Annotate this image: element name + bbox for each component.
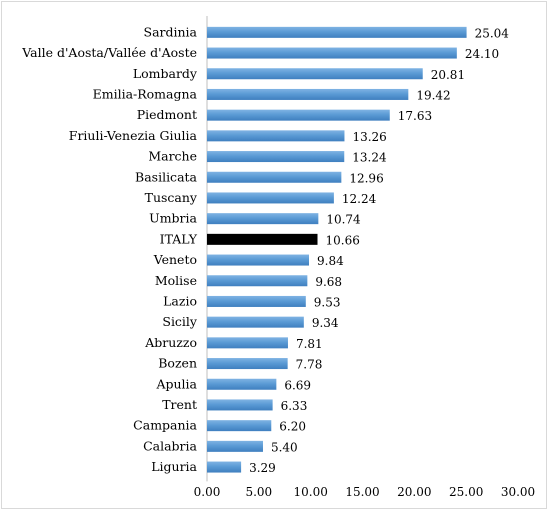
category-label: Molise: [155, 273, 197, 288]
value-label: 5.40: [271, 440, 298, 454]
category-label: Apulia: [155, 376, 197, 391]
bars: [207, 26, 467, 473]
bar: [207, 440, 263, 452]
value-label: 6.33: [281, 399, 308, 413]
bar: [207, 109, 390, 121]
value-label: 7.81: [296, 337, 323, 351]
category-label: Piedmont: [137, 107, 197, 122]
bar: [207, 151, 345, 163]
x-tick-label: 5.00: [245, 485, 272, 499]
x-tick-label: 15.00: [345, 485, 379, 499]
bar: [207, 316, 304, 328]
category-label: Calabria: [143, 438, 197, 453]
value-label: 9.34: [312, 316, 339, 330]
category-label: Lombardy: [133, 66, 198, 81]
bar: [207, 213, 319, 225]
value-label: 25.04: [475, 26, 510, 40]
bar: [207, 47, 457, 59]
bar: [207, 26, 467, 38]
x-tick-label: 10.00: [293, 485, 327, 499]
value-label: 7.78: [296, 358, 323, 372]
category-label: Umbria: [149, 211, 197, 226]
x-tick-label: 20.00: [397, 485, 431, 499]
bar: [207, 295, 306, 307]
value-label: 20.81: [431, 68, 465, 82]
bar: [207, 254, 310, 266]
value-label: 9.68: [315, 275, 342, 289]
x-tick-label: 25.00: [449, 485, 483, 499]
bar: [207, 378, 277, 390]
value-label: 13.26: [352, 130, 386, 144]
category-label: Veneto: [153, 252, 197, 267]
category-label: Tuscany: [145, 190, 198, 205]
value-label: 10.66: [326, 233, 360, 247]
bar-highlight: [207, 233, 318, 245]
category-label: ITALY: [160, 231, 198, 246]
value-label: 6.69: [284, 378, 311, 392]
bar: [207, 130, 345, 142]
value-label: 6.20: [279, 420, 306, 434]
category-label: Friuli-Venezia Giulia: [69, 128, 198, 143]
bar: [207, 399, 273, 411]
category-label: Sicily: [162, 314, 198, 329]
bar: [207, 420, 272, 432]
category-label: Valle d'Aosta/Vallée d'Aoste: [21, 45, 197, 60]
bar: [207, 171, 342, 183]
value-label: 19.42: [416, 88, 450, 102]
value-label: 9.84: [317, 254, 344, 268]
x-tick-label: 0.00: [194, 485, 221, 499]
value-label: 17.63: [398, 109, 432, 123]
category-label: Trent: [162, 397, 197, 412]
bar: [207, 461, 242, 473]
value-label: 10.74: [326, 213, 361, 227]
category-label: Liguria: [151, 459, 197, 474]
bar: [207, 275, 308, 287]
value-label: 13.24: [352, 151, 387, 165]
category-label: Campania: [133, 418, 197, 433]
bar: [207, 68, 423, 80]
value-label: 12.96: [349, 171, 383, 185]
bar: [207, 337, 288, 349]
category-label: Sardinia: [144, 24, 198, 39]
bar: [207, 88, 409, 100]
category-label: Marche: [148, 149, 197, 164]
x-tick-label: 30.00: [501, 485, 535, 499]
category-label: Abruzzo: [144, 335, 197, 350]
category-label: Lazio: [163, 293, 197, 308]
value-label: 3.29: [249, 461, 276, 475]
bar: [207, 192, 334, 204]
bar: [207, 358, 288, 370]
category-label: Basilicata: [135, 169, 198, 184]
value-label: 12.24: [342, 192, 377, 206]
labels: Sardinia 25.04 Valle d'Aosta/Vallée d'Aost…: [21, 24, 535, 499]
category-label: Bozen: [158, 356, 197, 371]
value-label: 24.10: [465, 47, 499, 61]
value-label: 9.53: [314, 295, 341, 309]
category-label: Emilia-Romagna: [93, 86, 198, 101]
